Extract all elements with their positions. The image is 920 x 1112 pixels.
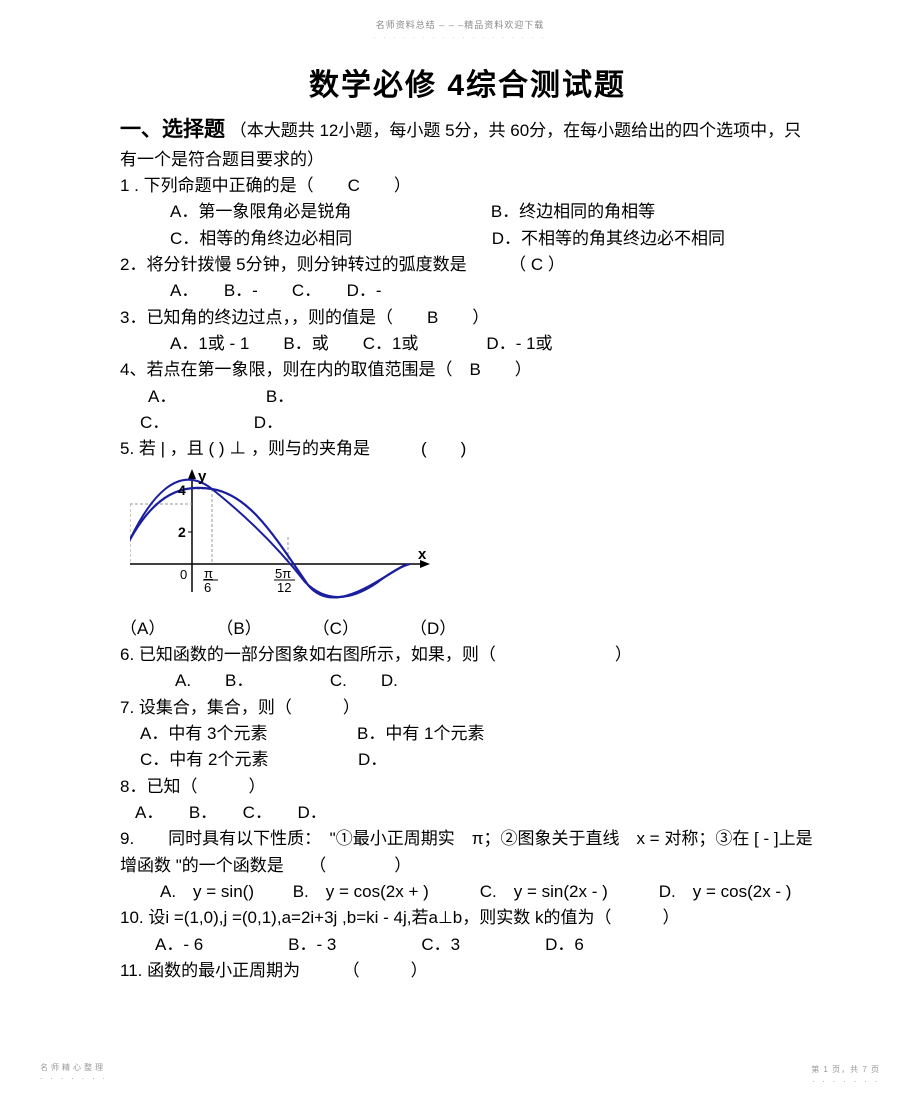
q7-optB: B．中有 1个元素	[357, 724, 485, 743]
page-title: 数学必修 4综合测试题	[120, 60, 815, 104]
footer-left-text: 名师精心整理	[40, 1063, 108, 1073]
q1-optA: A．第一象限角必是锐角	[120, 202, 351, 221]
q6-opts: A. B． C. D.	[120, 668, 815, 694]
q4-optC: C．	[140, 413, 169, 432]
footer-right: 第 1 页，共 7 页 . . . . . . .	[811, 1064, 880, 1084]
q5-answers: （A） （B） （C） （D）	[120, 616, 815, 642]
footer-right-dots: . . . . . . .	[811, 1075, 880, 1084]
svg-text:2: 2	[178, 524, 186, 540]
svg-text:6: 6	[204, 580, 211, 595]
svg-text:y: y	[198, 468, 207, 485]
q10-line: 10. 设i =(1,0),j =(0,1),a=2i+3j ,b=ki - 4…	[120, 905, 815, 931]
svg-text:4: 4	[178, 482, 186, 498]
q10-opts: A．- 6 B．- 3 C．3 D．6	[120, 932, 815, 958]
q4-optB: B．	[266, 387, 294, 406]
q9-opts: A. y = sin() B. y = cos(2x + ) C. y = si…	[120, 879, 815, 905]
q11-line: 11. 函数的最小正周期为 （ ）	[120, 958, 815, 984]
footer-right-text: 第 1 页，共 7 页	[811, 1064, 880, 1075]
q6-line: 6. 已知函数的一部分图象如右图所示，如果，则（ ）	[120, 642, 815, 668]
q2-opts: A． B．- C． D．-	[120, 278, 815, 304]
q3-line: 3．已知角的终边过点，，则的值是（ B ）	[120, 305, 815, 331]
q7-optD: D．	[358, 750, 387, 769]
section-1-heading: 一、选择题	[120, 118, 225, 141]
header-dots: . . . . . . . . . . . . . . . . . .	[0, 33, 920, 40]
svg-text:x: x	[418, 546, 427, 563]
q1-optC: C．相等的角终边必相同	[120, 229, 352, 248]
svg-text:π: π	[204, 566, 213, 581]
svg-text:0: 0	[180, 567, 187, 582]
q9-line: 9. 同时具有以下性质： "①最小正周期实 π；②图象关于直线 x = 对称；③…	[120, 826, 815, 879]
function-graph: 4 2 y 0 π 6 5π 12 x	[130, 467, 435, 612]
q3-opts: A．1或 - 1 B．或 C．1或 D．- 1或	[120, 331, 815, 357]
q8-line: 8．已知（ ）	[120, 774, 815, 800]
footer-left: 名师精心整理 . . . . . . .	[40, 1063, 108, 1082]
q7-line: 7. 设集合，集合，则（ ）	[120, 695, 815, 721]
q7-optA: A．中有 3个元素	[140, 724, 268, 743]
q2-line: 2．将分针拨慢 5分钟，则分钟转过的弧度数是 （ C ）	[120, 252, 815, 278]
q4-optD: D．	[254, 413, 283, 432]
q1-optD: D．不相等的角其终边必不相同	[492, 229, 725, 248]
q8-opts: A． B． C． D．	[120, 800, 815, 826]
svg-text:5π: 5π	[275, 566, 291, 581]
svg-text:12: 12	[277, 580, 291, 595]
q5-line: 5. 若 | ，且 ( ) ⊥ ，则与的夹角是 ( )	[120, 436, 815, 462]
q1-optB: B．终边相同的角相等	[491, 202, 655, 221]
footer-left-dots: . . . . . . .	[40, 1072, 108, 1082]
q1-line: 1 . 下列命题中正确的是（ C ）	[120, 173, 815, 199]
q4-line: 4、若点在第一象限，则在内的取值范围是（ B ）	[120, 357, 815, 383]
q4-optA: A．	[148, 387, 176, 406]
q7-optC: C．中有 2个元素	[140, 750, 268, 769]
small-header-text: 名师资料总结 – – –精品资料欢迎下载	[0, 0, 920, 31]
